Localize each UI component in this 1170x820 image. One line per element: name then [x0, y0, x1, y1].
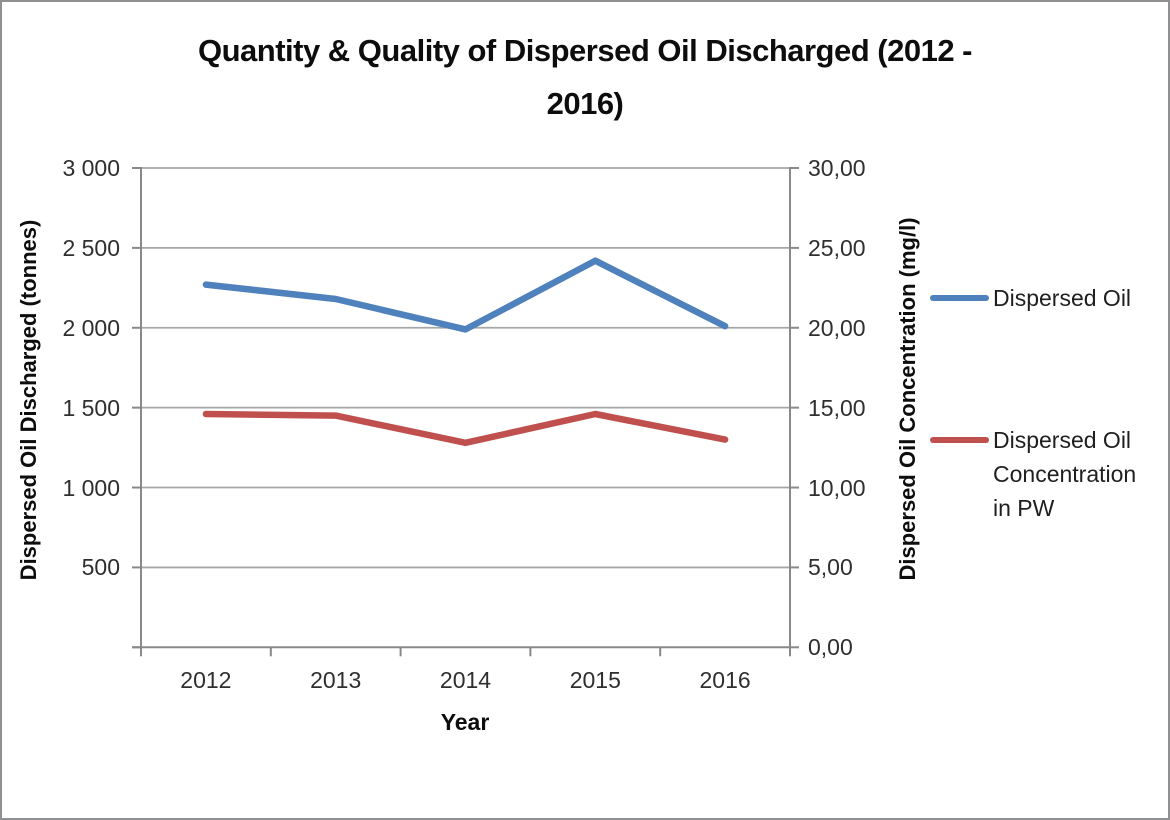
- right-axis-tick-label: 20,00: [808, 314, 866, 341]
- x-axis-tick-label: 2016: [699, 667, 751, 693]
- right-axis-title: Dispersed Oil Concentration (mg/l): [895, 217, 920, 581]
- series-line: [202, 410, 729, 447]
- x-axis-tick-label: 2013: [310, 667, 362, 693]
- legend-label-line: in PW: [993, 495, 1055, 521]
- legend-label-line: Dispersed Oil: [993, 427, 1132, 453]
- right-axis-tick-label: 0,00: [808, 634, 853, 661]
- legend-label-line: Dispersed Oil: [993, 285, 1132, 311]
- chart-title-line1: Quantity & Quality of Dispersed Oil Disc…: [197, 33, 973, 68]
- x-axis-title: Year: [440, 709, 490, 735]
- right-axis-tick-label: 10,00: [808, 474, 866, 501]
- legend-swatch-line: [930, 437, 989, 443]
- right-axis-tick-label: 30,00: [808, 155, 866, 181]
- left-axis-tick-label: 1 500: [62, 394, 120, 421]
- x-axis-tick-label: 2015: [569, 667, 621, 693]
- chart-title: Quantity & Quality of Dispersed Oil Disc…: [2, 24, 1168, 130]
- right-axis-tick-label: 25,00: [808, 234, 866, 261]
- chart-title-line2: 2016): [546, 86, 624, 121]
- legend-swatch-line: [930, 295, 989, 301]
- legend-item: Dispersed Oil Concentration in PW: [930, 423, 1136, 525]
- legend-label: Dispersed Oil Concentration in PW: [993, 423, 1136, 525]
- left-axis-tick-label: 3 000: [62, 155, 120, 181]
- right-axis-tick-label: 5,00: [808, 554, 853, 581]
- left-axis-tick-label: 2 000: [62, 314, 120, 341]
- legend-label: Dispersed Oil: [993, 281, 1131, 315]
- legend-label-line: Concentration: [993, 461, 1137, 487]
- series-line: [202, 257, 729, 333]
- x-axis-tick-label: 2014: [439, 667, 492, 693]
- left-axis-tick-label: 500: [81, 554, 120, 581]
- left-axis-tick-label: 1 000: [62, 474, 120, 501]
- legend-item: Dispersed Oil: [930, 281, 1131, 315]
- left-axis-tick-label: 2 500: [62, 234, 120, 261]
- x-axis-tick-label: 2012: [180, 667, 232, 693]
- left-axis-title: Dispersed Oil Discharged (tonnes): [16, 219, 41, 581]
- right-axis-tick-label: 15,00: [808, 394, 866, 421]
